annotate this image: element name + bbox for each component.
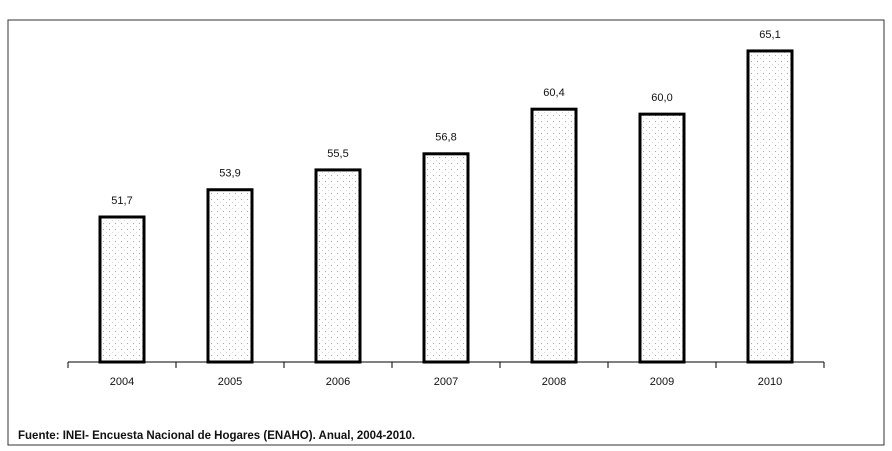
value-label: 55,5 — [327, 148, 348, 160]
value-label: 65,1 — [759, 29, 780, 41]
bar — [746, 49, 794, 364]
x-tick-label: 2004 — [110, 376, 134, 388]
value-label: 53,9 — [219, 168, 240, 180]
x-tick-label: 2005 — [218, 376, 242, 388]
bar — [638, 112, 686, 364]
value-label: 51,7 — [111, 195, 132, 207]
x-tick-label: 2006 — [326, 376, 350, 388]
bar — [422, 152, 470, 364]
bar — [314, 168, 362, 364]
bar — [530, 107, 578, 364]
x-tick-label: 2008 — [542, 376, 566, 388]
bar — [98, 215, 146, 364]
value-label: 60,4 — [543, 87, 564, 99]
x-tick-label: 2007 — [434, 376, 458, 388]
source-note: Fuente: INEI- Encuesta Nacional de Hogar… — [18, 430, 415, 442]
value-label: 60,0 — [651, 92, 672, 104]
x-tick-label: 2009 — [650, 376, 674, 388]
x-tick-label: 2010 — [758, 376, 782, 388]
bar — [206, 188, 254, 364]
value-label: 56,8 — [435, 132, 456, 144]
frame — [7, 19, 885, 446]
